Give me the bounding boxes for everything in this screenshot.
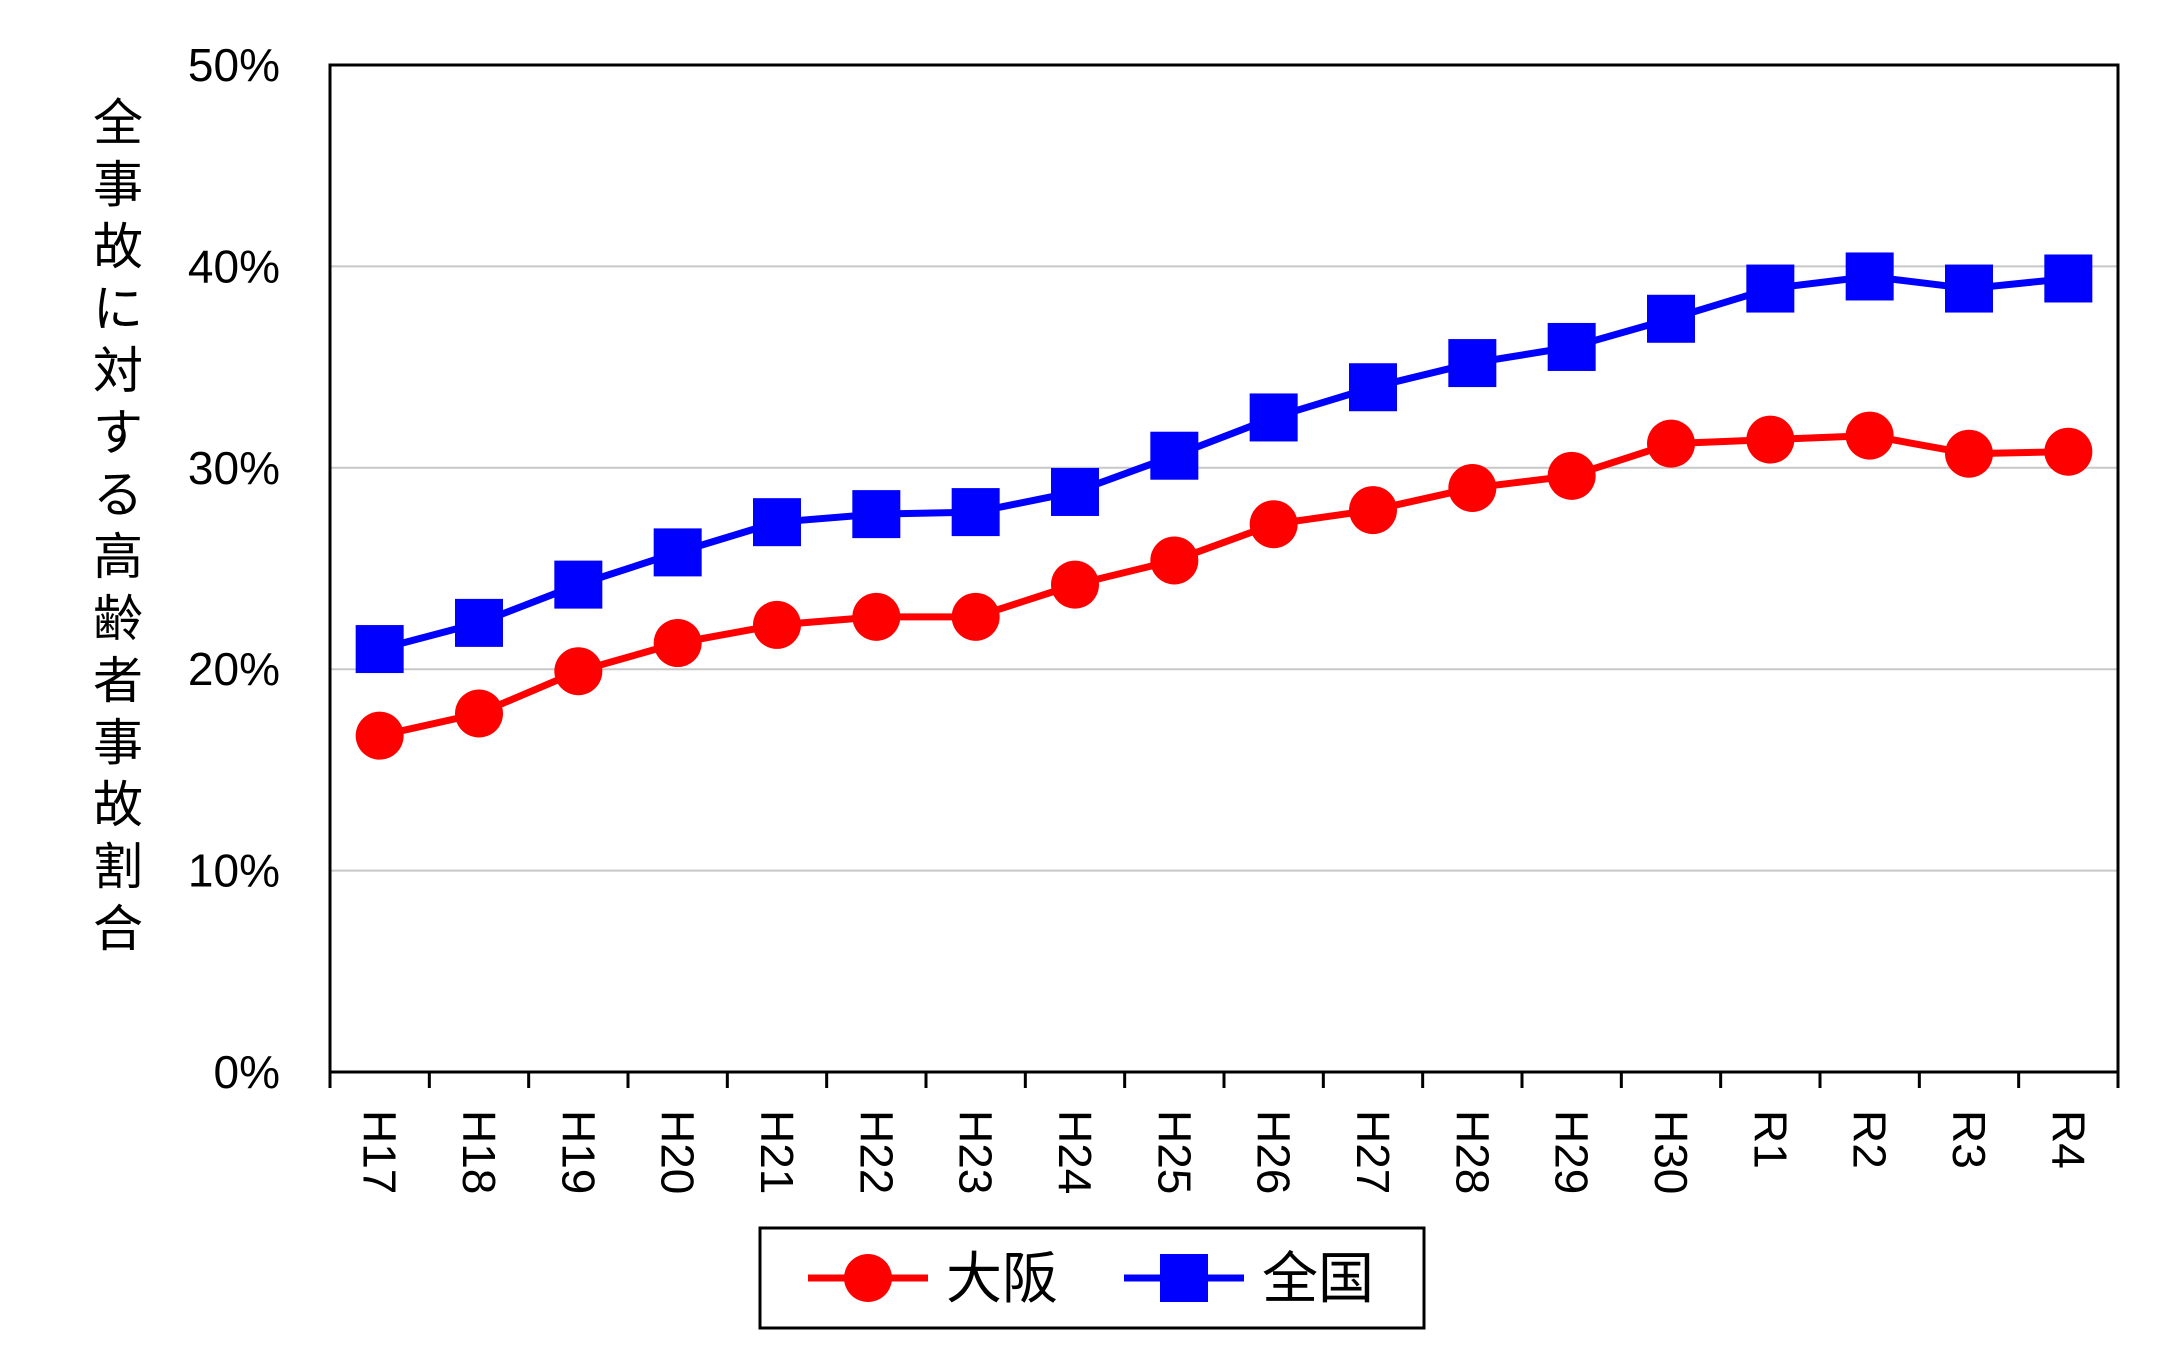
legend-label: 全国 <box>1262 1247 1374 1312</box>
data-point <box>355 625 404 674</box>
data-point <box>1249 500 1298 549</box>
x-tick-label: H18 <box>453 1110 505 1194</box>
data-point <box>653 619 702 668</box>
data-point <box>852 592 901 641</box>
data-point <box>355 711 404 760</box>
y-axis-label-char: 全 <box>93 94 143 152</box>
data-point <box>2044 427 2093 476</box>
axes <box>328 63 2120 1088</box>
data-point <box>455 598 503 647</box>
data-point <box>554 560 603 609</box>
x-tick-label: R4 <box>2042 1110 2094 1169</box>
y-axis-label-char: 割 <box>93 838 143 896</box>
data-point <box>1349 363 1397 412</box>
x-tick-label: H26 <box>1248 1110 1300 1194</box>
data-point <box>1150 536 1199 585</box>
x-tick-label: R3 <box>1943 1110 1995 1169</box>
data-point <box>2044 254 2093 303</box>
x-tick-label: H30 <box>1645 1110 1697 1194</box>
data-point <box>1945 264 1993 313</box>
y-tick-label: 50% <box>188 39 280 91</box>
y-axis-label-char: 事 <box>93 156 143 214</box>
y-axis-label-char: 事 <box>93 714 143 772</box>
y-axis-label-char: 者 <box>93 652 143 710</box>
x-tick-label: H27 <box>1347 1110 1399 1194</box>
data-point <box>653 528 702 577</box>
y-axis-label-char: 合 <box>93 900 143 958</box>
data-point <box>1150 431 1199 480</box>
data-point <box>753 498 801 547</box>
y-axis-label-char: 対 <box>93 342 143 400</box>
data-point <box>1746 264 1795 313</box>
data-point <box>1647 419 1695 468</box>
data-point <box>1647 294 1695 343</box>
data-point <box>1051 467 1099 516</box>
x-tick-label: H23 <box>950 1110 1002 1194</box>
y-tick-labels: 0% 10% 20% 30% 40% 50% <box>188 39 280 1098</box>
x-tick-label: H19 <box>552 1110 604 1194</box>
series-layer <box>355 252 2093 760</box>
legend-marker <box>1160 1254 1208 1302</box>
data-point <box>852 490 901 539</box>
y-tick-label: 10% <box>188 845 280 897</box>
legend: 大阪 全国 <box>758 1226 1426 1330</box>
x-tick-label: H25 <box>1148 1110 1200 1194</box>
x-tick-label: H17 <box>354 1110 406 1194</box>
data-point <box>753 600 801 649</box>
y-axis-label-char: 高 <box>93 528 143 586</box>
data-point <box>1547 322 1596 371</box>
data-point <box>455 689 503 738</box>
y-axis-label-char: 齢 <box>93 590 143 648</box>
data-point <box>1448 339 1497 388</box>
data-point <box>1051 560 1099 609</box>
y-axis-label-char: に <box>93 280 143 338</box>
legend-label: 大阪 <box>946 1247 1058 1312</box>
y-tick-label: 20% <box>188 643 280 695</box>
y-tick-label: 0% <box>214 1046 280 1098</box>
data-point <box>951 488 1000 537</box>
data-point <box>1349 486 1397 535</box>
x-tick-label: R2 <box>1844 1110 1896 1169</box>
x-tick-labels: H17 H18 H19 H20 H21 H22 H23 H24 H25 H26 H27 H28 H29 H… <box>354 1110 2095 1194</box>
data-point <box>1249 393 1298 442</box>
y-tick-label: 30% <box>188 442 280 494</box>
x-tick-label: H29 <box>1546 1110 1598 1194</box>
y-axis-label-char: 故 <box>93 776 143 834</box>
data-point <box>1448 463 1497 512</box>
x-tick-label: H28 <box>1446 1110 1498 1194</box>
data-point <box>1746 415 1795 464</box>
x-tick-label: H24 <box>1049 1110 1101 1194</box>
data-point <box>1547 451 1596 500</box>
x-tick-label: H20 <box>652 1110 704 1194</box>
y-axis-label-char: す <box>93 404 143 462</box>
x-tick-label: R1 <box>1744 1110 1796 1169</box>
y-tick-label: 40% <box>188 240 280 292</box>
x-tick-label: H22 <box>850 1110 902 1194</box>
legend-marker <box>844 1254 892 1302</box>
x-tick-label: H21 <box>751 1110 803 1194</box>
data-point <box>1945 429 1993 478</box>
data-point <box>1845 411 1894 460</box>
gridlines <box>330 265 2118 872</box>
y-axis-label-char: る <box>93 466 143 524</box>
y-axis-label-char: 故 <box>93 218 143 276</box>
data-point <box>951 592 1000 641</box>
data-point <box>554 647 603 696</box>
data-point <box>1845 252 1894 301</box>
